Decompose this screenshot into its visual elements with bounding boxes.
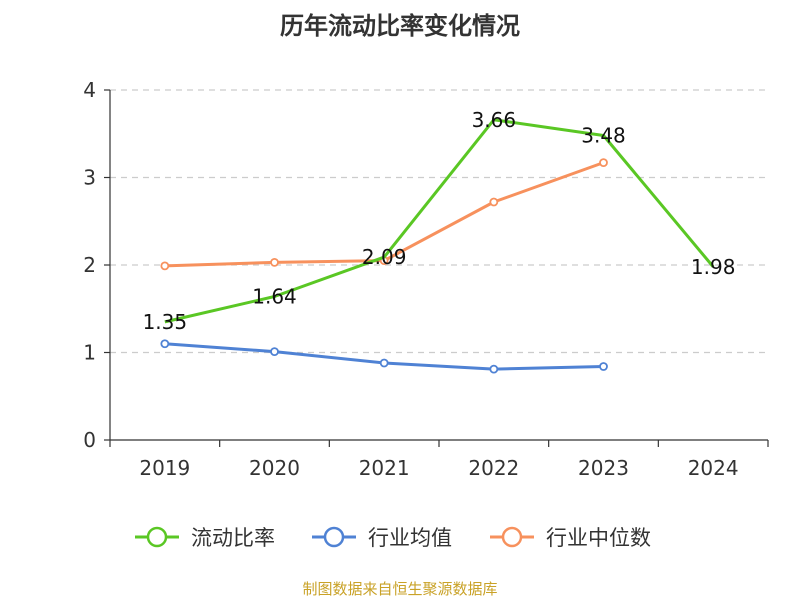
data-point [599,158,608,168]
y-tick-label: 3 [83,166,96,190]
x-tick-label: 2020 [249,456,300,480]
series-line-1 [164,118,715,324]
legend-label: 行业均值 [368,526,452,550]
x-tick-label: 2021 [359,456,410,480]
legend-label: 流动比率 [191,526,275,550]
x-tick-label: 2023 [578,456,629,480]
y-tick-label: 0 [83,428,96,452]
data-point [160,339,170,349]
series-lines [160,118,715,374]
data-label: 1.35 [143,310,188,334]
chart-title: 历年流动比率变化情况 [280,12,520,40]
x-tick-label: 2024 [688,456,739,480]
data-label: 3.48 [581,124,626,148]
y-tick-label: 4 [83,78,96,102]
legend-marker [323,526,345,548]
axes: 0 1 2 3 4 2019 2020 2021 2022 2023 2024 [83,78,769,480]
legend-item-3: 行业中位数 [490,526,651,550]
data-source-note: 制图数据来自恒生聚源数据库 [302,580,498,598]
legend-label: 行业中位数 [546,526,651,550]
data-labels: 1.35 1.64 2.09 3.66 3.48 1.98 [143,108,736,334]
data-label: 3.66 [472,108,517,132]
legend-item-1: 流动比率 [135,526,275,550]
y-tick-label: 1 [83,341,96,365]
data-point [160,261,170,271]
y-tick-label: 2 [83,253,96,277]
legend: 流动比率 行业均值 行业中位数 [135,526,651,550]
legend-marker [501,526,523,548]
legend-marker [146,526,168,548]
data-point [599,362,608,371]
data-point [270,257,279,267]
data-point [379,358,389,368]
data-label: 1.64 [252,285,297,309]
legend-item-2: 行业均值 [312,526,452,550]
data-label: 1.98 [691,255,736,279]
x-tick-label: 2022 [468,456,519,480]
data-point [489,364,499,374]
x-tick-label: 2019 [139,456,190,480]
data-label: 2.09 [362,245,407,269]
data-point [489,197,499,207]
data-point [270,347,279,357]
